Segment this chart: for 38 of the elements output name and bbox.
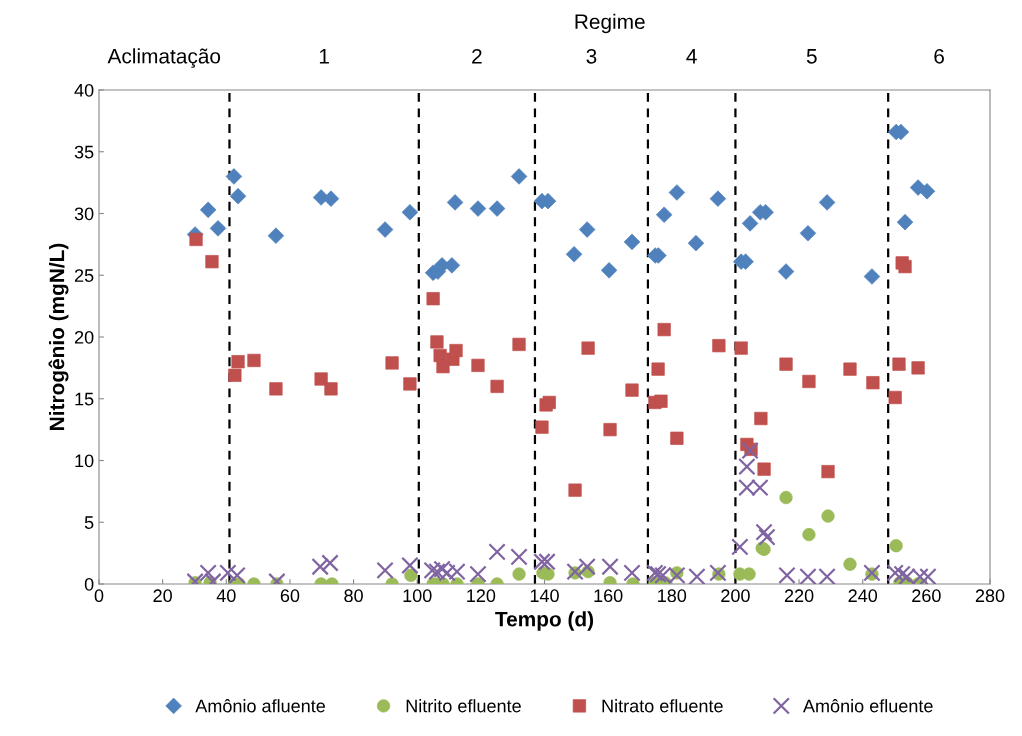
- legend-label: Nitrato efluente: [602, 699, 723, 713]
- x-tick-label: 60: [280, 589, 300, 603]
- y-tick-label: 40: [74, 83, 94, 97]
- x-tick-label: 0: [94, 589, 104, 603]
- y-tick-label: 20: [74, 330, 94, 344]
- legend-label: Amônio afluente: [195, 699, 325, 713]
- y-tick-label: 5: [84, 516, 94, 529]
- text: Regime: [575, 13, 645, 34]
- text: 2: [472, 48, 482, 64]
- y-tick-label: 30: [74, 207, 94, 221]
- y-tick-label: 0: [84, 577, 94, 591]
- x-tick-label: 220: [784, 589, 814, 603]
- x-tick-label: 160: [594, 589, 623, 603]
- text: 6: [934, 48, 944, 64]
- x-tick-label: 140: [530, 589, 559, 603]
- x-tick-label: 20: [153, 589, 172, 603]
- x-axis-title: Tempo (d): [495, 611, 594, 631]
- y-tick-label: 15: [75, 392, 94, 406]
- text: 5: [806, 49, 817, 64]
- x-tick-label: 40: [216, 589, 236, 603]
- text: 3: [586, 48, 597, 64]
- text: 4: [686, 49, 697, 64]
- y-axis-title: Nitrogênio (mgN/L): [48, 243, 69, 430]
- text: 1: [319, 49, 329, 64]
- x-tick-label: 200: [721, 589, 750, 603]
- x-tick-label: 260: [912, 589, 941, 603]
- x-tick-label: 100: [403, 589, 432, 603]
- text: Aclimatação: [107, 48, 221, 68]
- y-tick-label: 35: [74, 145, 94, 159]
- legend-label: Nitrito efluente: [406, 699, 521, 713]
- x-tick-label: 240: [848, 589, 878, 603]
- y-tick-label: 10: [75, 454, 94, 468]
- x-tick-label: 80: [344, 589, 363, 603]
- x-tick-label: 120: [467, 589, 496, 603]
- x-tick-label: 280: [975, 589, 1005, 603]
- legend-label: Amônio efluente: [802, 699, 933, 713]
- x-tick-label: 180: [658, 589, 687, 603]
- y-tick-label: 25: [74, 269, 94, 282]
